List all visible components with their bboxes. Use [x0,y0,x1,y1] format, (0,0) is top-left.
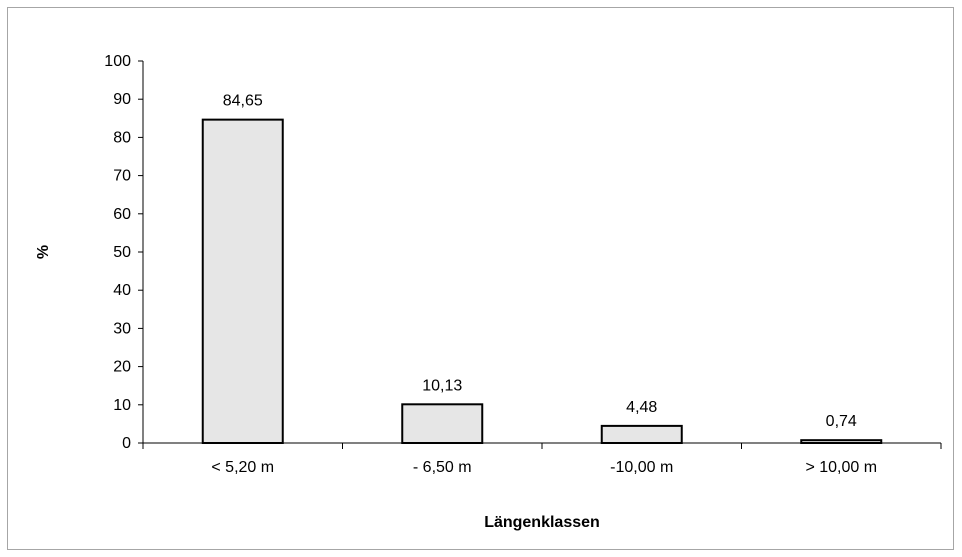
x-tick-label: > 10,00 m [805,459,877,476]
y-tick-label: 40 [113,282,131,299]
bars [201,118,883,445]
y-tick-label: 30 [113,320,131,337]
y-tick-label: 90 [113,91,131,108]
data-label: 4,48 [626,399,657,416]
y-tick-label: 0 [122,435,131,452]
y-tick-label: 20 [113,359,131,376]
x-tick-label: < 5,20 m [211,459,274,476]
y-axis-ticks: 0 10 20 30 40 50 60 70 80 90 100 [104,53,143,452]
y-tick-label: 70 [113,168,131,185]
y-axis-title: % [35,245,52,259]
bar [201,118,284,445]
x-tick-label: - 6,50 m [413,459,472,476]
y-tick-label: 80 [113,129,131,146]
data-label: 10,13 [422,377,462,394]
data-label: 0,74 [826,413,857,430]
x-tick-label: -10,00 m [610,459,673,476]
y-tick-label: 100 [104,53,131,70]
bar [401,403,484,445]
bar [600,424,683,445]
data-labels: 84,65 10,13 4,48 0,74 [223,93,857,431]
y-tick-label: 60 [113,206,131,223]
y-tick-label: 10 [113,397,131,414]
chart-frame [7,7,954,550]
x-axis-title: Längenklassen [484,514,600,531]
data-label: 84,65 [223,93,263,110]
y-tick-label: 50 [113,244,131,261]
x-axis-ticks: < 5,20 m - 6,50 m -10,00 m > 10,00 m [142,443,942,476]
